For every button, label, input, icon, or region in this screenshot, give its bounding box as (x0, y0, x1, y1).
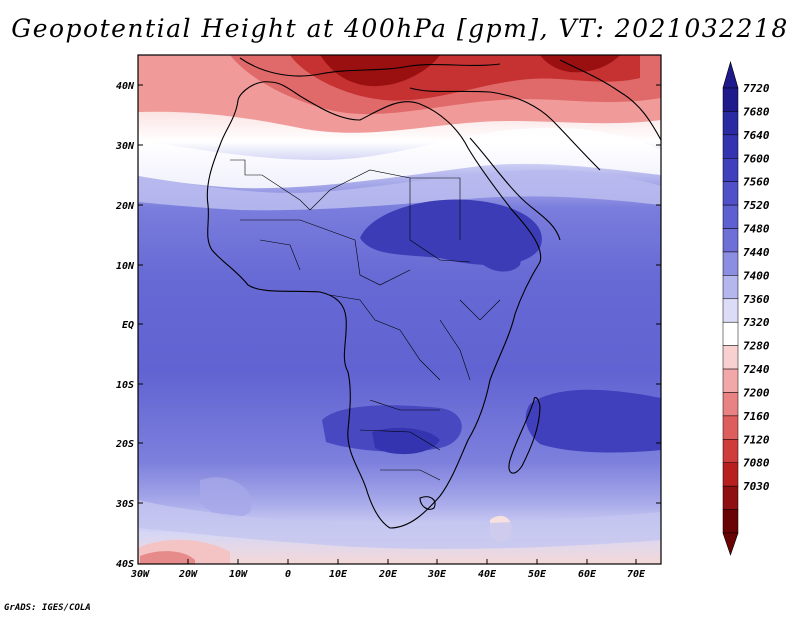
colorbar-swatch (722, 158, 739, 182)
plot-title: Geopotential Height at 400hPa [gpm], VT:… (11, 14, 789, 43)
lon-tick-0: 0 (285, 569, 291, 580)
lon-tick-30e: 30E (427, 569, 447, 580)
colorbar-swatch (722, 228, 739, 253)
lat-tick-40n: 40N (116, 81, 135, 92)
lat-tick-20n: 20N (115, 201, 135, 212)
lon-tick-10e: 10E (329, 569, 348, 580)
colorbar-swatch (722, 368, 739, 393)
colorbar-swatch (722, 251, 739, 276)
colorbar-swatch (722, 134, 739, 159)
colorbar-label: 7400 (743, 269, 770, 282)
lat-tick-30s: 30S (115, 499, 134, 510)
lat-tick-20s: 20S (115, 439, 134, 450)
colorbar-label: 7080 (743, 457, 770, 470)
colorbar-label: 7560 (743, 176, 770, 189)
colorbar-label: 7120 (743, 433, 770, 446)
latitude-axis (138, 84, 661, 504)
colorbar-label: 7720 (743, 82, 770, 95)
colorbar-swatch (722, 204, 739, 229)
colorbar-swatch (722, 321, 739, 346)
colorbar-swatch (722, 345, 739, 370)
colorbar-label: 7440 (743, 246, 770, 259)
map-frame (137, 54, 662, 565)
colorbar-top-arrow (722, 60, 739, 89)
grads-credit: GrADS: IGES/COLA (4, 603, 91, 613)
lat-tick-30n: 30N (115, 141, 135, 152)
country-borders (230, 159, 501, 481)
colorbar-label: 7280 (743, 340, 770, 353)
colorbar-swatch (722, 275, 739, 300)
map-field (138, 55, 661, 564)
lon-tick-20w: 20W (178, 569, 198, 580)
lon-tick-30w: 30W (130, 569, 150, 580)
colorbar-label: 7600 (743, 152, 770, 165)
lon-tick-70e: 70E (627, 569, 646, 580)
lat-tick-40s: 40S (116, 559, 134, 570)
colorbar-label: 7160 (743, 410, 770, 423)
colorbar-swatch (722, 111, 739, 136)
lon-tick-40e: 40E (478, 569, 497, 580)
colorbar-bottom-arrow (722, 532, 739, 556)
colorbar-swatch (722, 415, 739, 440)
lat-tick-10n: 10N (116, 261, 135, 272)
colorbar-label: 7320 (743, 316, 770, 329)
colorbar-swatch (722, 439, 739, 463)
coastlines (206, 57, 661, 529)
colorbar-swatch (722, 181, 739, 206)
colorbar-label: 7360 (743, 293, 770, 306)
colorbar-label: 7240 (743, 363, 770, 376)
colorbar-label: 7480 (743, 223, 770, 236)
lon-tick-50e: 50E (528, 569, 547, 580)
colorbar-swatch (722, 392, 739, 417)
longitude-axis (187, 559, 637, 564)
colorbar-swatch (722, 462, 739, 487)
colorbar-swatch (722, 509, 739, 534)
colorbar-swatch (722, 87, 739, 112)
colorbar: 7720 7680 7640 7600 7560 7520 7480 7440 7400 7360… (722, 60, 770, 556)
lat-tick-10s: 10S (116, 380, 134, 391)
lat-tick-eq: EQ (122, 320, 134, 331)
colorbar-label: 7030 (743, 480, 770, 493)
colorbar-label: 7200 (743, 386, 770, 399)
colorbar-label: 7680 (743, 105, 770, 118)
lon-tick-60e: 60E (578, 569, 597, 580)
colorbar-label: 7640 (743, 129, 770, 142)
lon-tick-20e: 20E (378, 569, 398, 580)
lon-tick-10w: 10W (229, 569, 248, 580)
colorbar-label: 7520 (743, 199, 770, 212)
colorbar-swatch (722, 298, 739, 323)
colorbar-swatch (722, 485, 739, 510)
